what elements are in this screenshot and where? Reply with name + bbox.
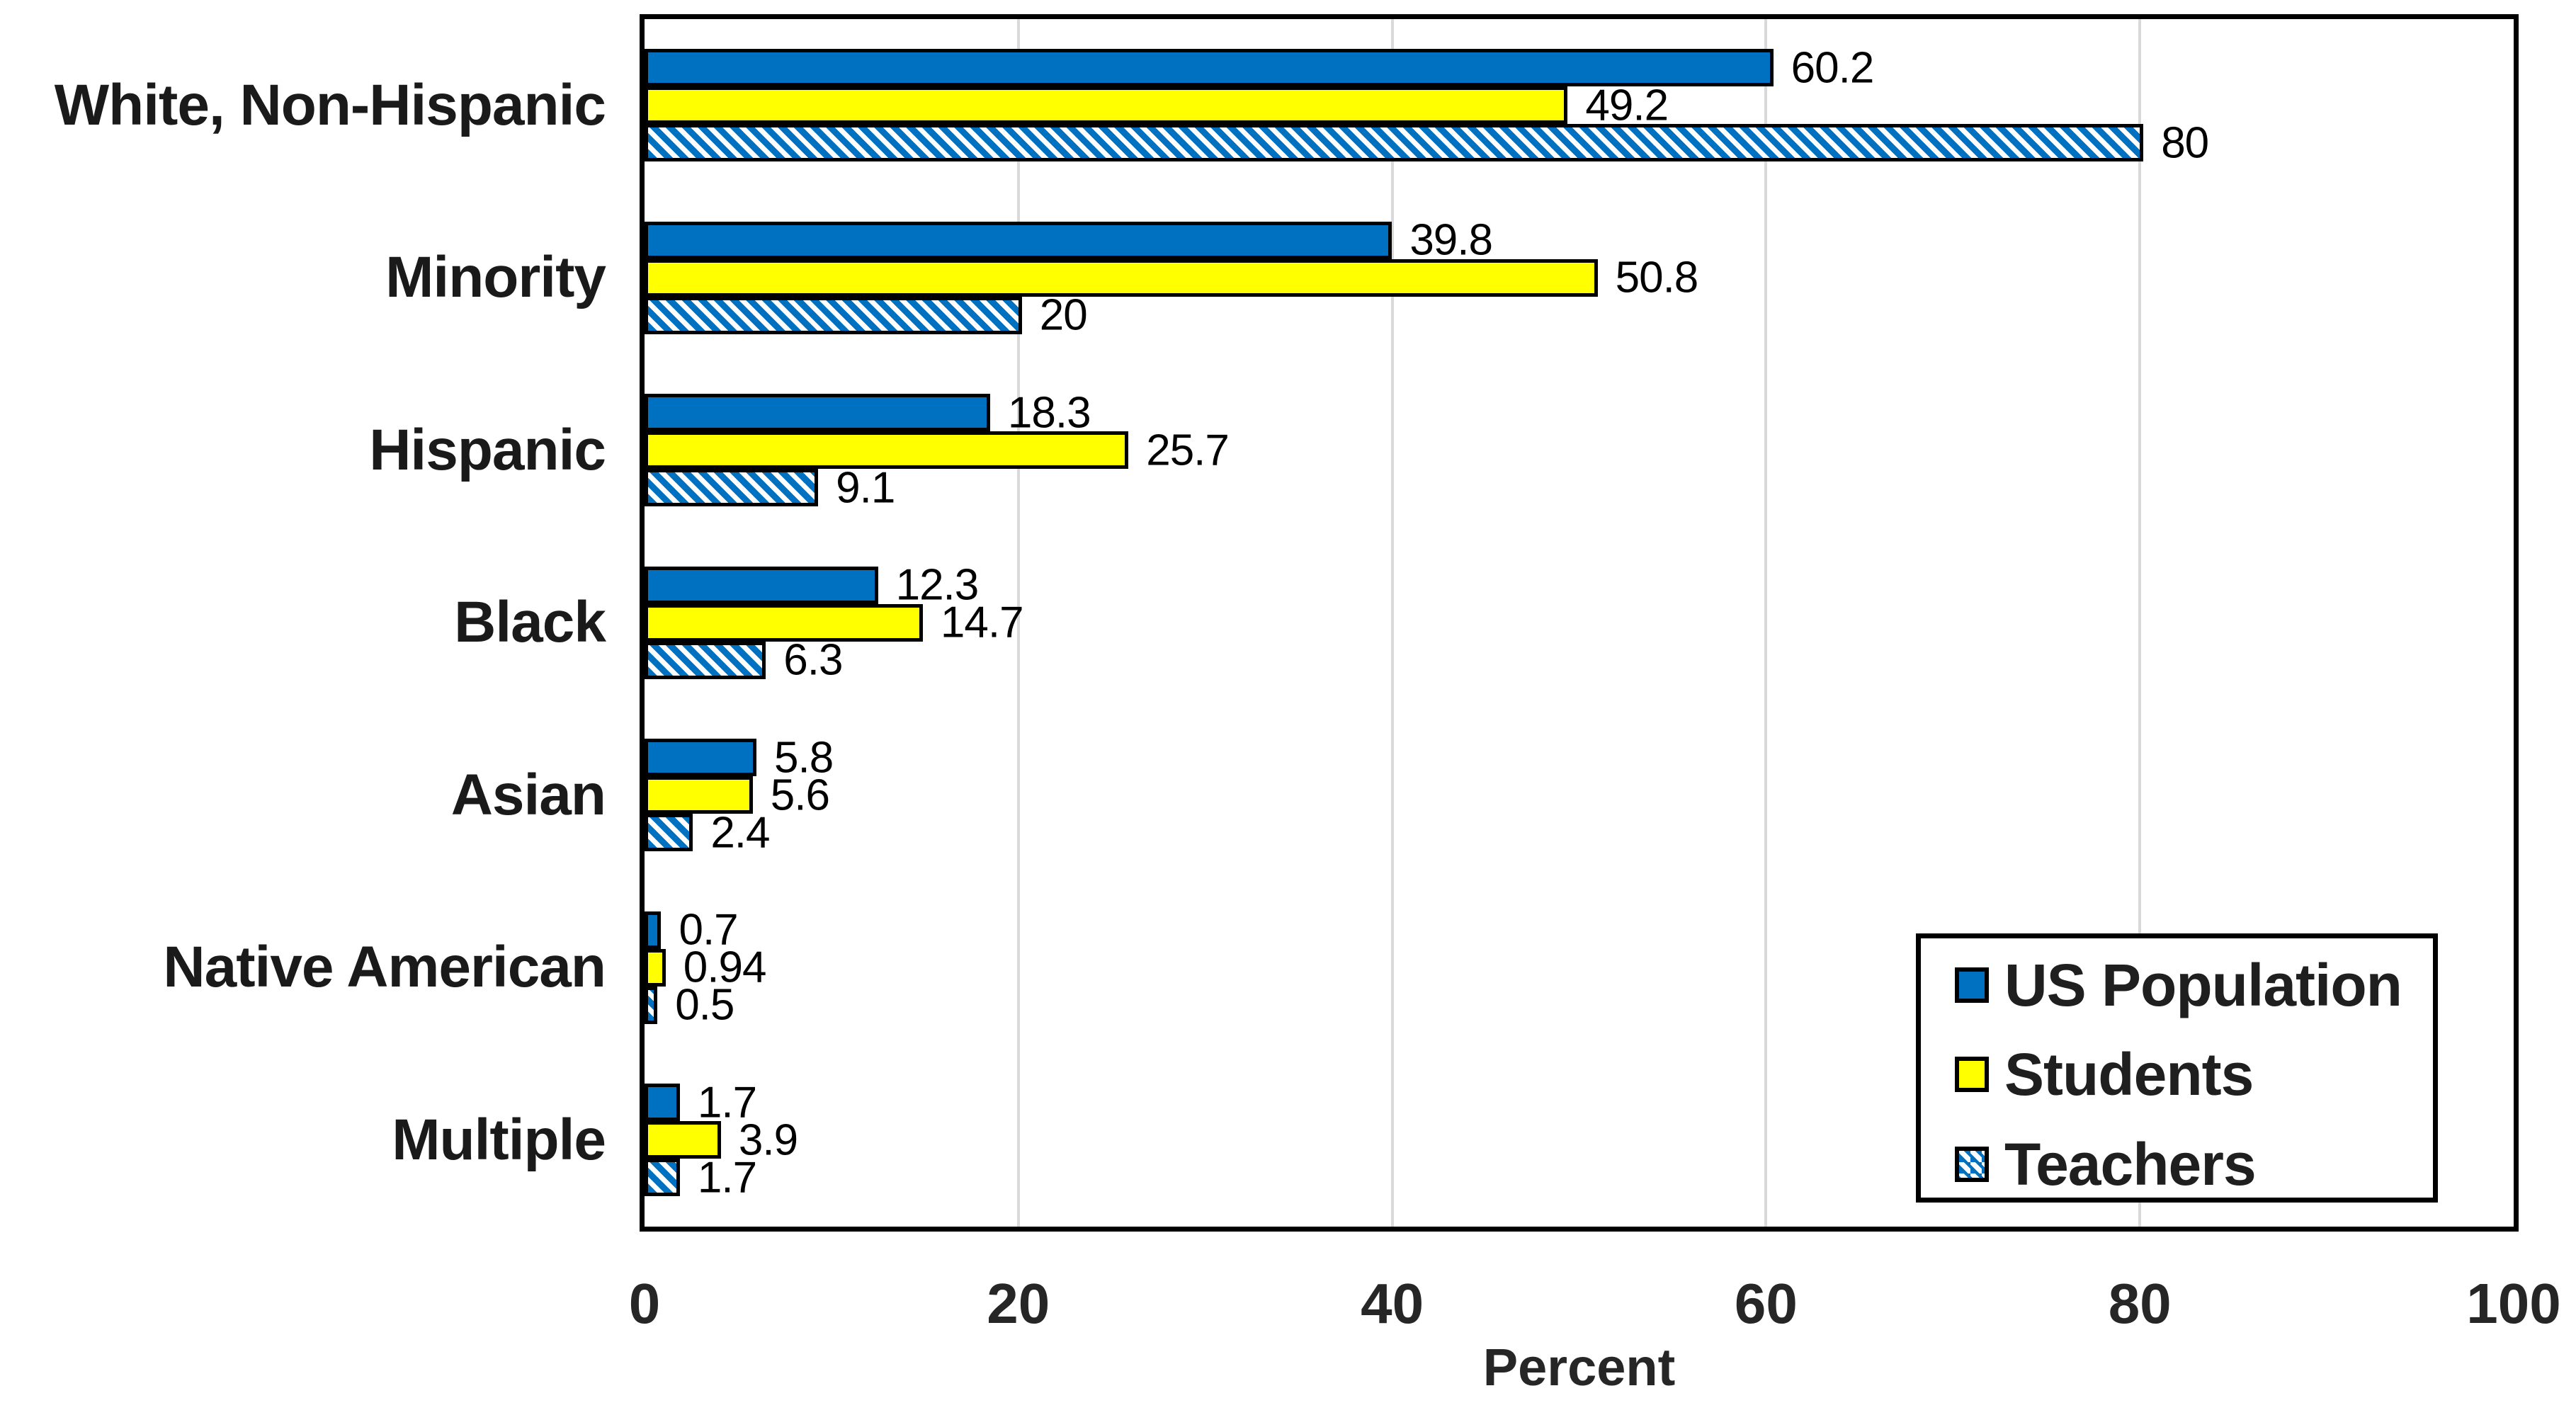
x-axis-title: Percent — [1482, 1338, 1676, 1397]
bar-teachers-hispanic — [645, 469, 819, 507]
bar-teachers-white-non-hispanic — [645, 124, 2144, 161]
value-label-teachers-multiple: 1.7 — [697, 1153, 757, 1203]
value-label-students-black: 14.7 — [940, 598, 1024, 647]
bar-teachers-native-american — [645, 986, 658, 1024]
bar-us-population-native-american — [645, 911, 662, 949]
legend-label-teachers: Teachers — [2004, 1130, 2257, 1198]
bar-us-population-hispanic — [645, 394, 990, 432]
legend-label-us-population: US Population — [2004, 951, 2402, 1018]
x-tick-40: 40 — [1361, 1272, 1424, 1335]
value-label-students-white-non-hispanic: 49.2 — [1585, 81, 1669, 130]
value-label-us-population-minority: 39.8 — [1409, 215, 1493, 265]
legend: US Population Students Teachers — [1916, 933, 2438, 1203]
bar-students-white-non-hispanic — [645, 86, 1568, 124]
bar-teachers-multiple — [645, 1159, 680, 1197]
legend-swatch-teachers — [1955, 1147, 1989, 1182]
x-tick-0: 0 — [628, 1272, 661, 1335]
value-label-students-hispanic: 25.7 — [1146, 426, 1230, 475]
bar-students-hispanic — [645, 431, 1129, 470]
legend-item-us-population: US Population — [1955, 946, 2402, 1024]
bar-students-multiple — [645, 1121, 721, 1159]
category-label-native-american: Native American — [163, 935, 606, 1000]
value-label-us-population-black: 12.3 — [895, 560, 980, 610]
bar-teachers-black — [645, 641, 766, 679]
value-label-students-native-american: 0.94 — [683, 943, 767, 992]
bar-students-minority — [645, 258, 1598, 297]
bar-teachers-asian — [645, 814, 693, 852]
legend-label-students: Students — [2004, 1040, 2254, 1108]
value-label-us-population-asian: 5.8 — [774, 733, 834, 783]
legend-swatch-us-population — [1955, 967, 1989, 1003]
category-label-minority: Minority — [385, 245, 606, 310]
category-label-hispanic: Hispanic — [369, 417, 606, 482]
value-label-teachers-minority: 20 — [1039, 290, 1088, 340]
bar-us-population-black — [645, 566, 878, 604]
value-label-us-population-hispanic: 18.3 — [1007, 388, 1091, 438]
bar-students-native-american — [645, 948, 666, 987]
category-label-multiple: Multiple — [392, 1107, 606, 1172]
x-tick-80: 80 — [2108, 1272, 2172, 1335]
bar-us-population-minority — [645, 221, 1392, 259]
bar-us-population-white-non-hispanic — [645, 49, 1774, 86]
value-label-us-population-native-american: 0.7 — [679, 905, 738, 955]
value-label-teachers-hispanic: 9.1 — [836, 463, 895, 513]
gridline-60 — [1764, 19, 1768, 1227]
category-label-asian: Asian — [450, 762, 606, 827]
gridline-40 — [1390, 19, 1394, 1227]
category-label-black: Black — [454, 590, 606, 655]
x-tick-20: 20 — [987, 1272, 1050, 1335]
bar-students-black — [645, 603, 923, 642]
category-label-white-non-hispanic: White, Non-Hispanic — [54, 72, 606, 137]
x-tick-60: 60 — [1734, 1272, 1798, 1335]
value-label-us-population-white-non-hispanic: 60.2 — [1791, 43, 1875, 92]
bar-us-population-multiple — [645, 1084, 680, 1122]
value-label-students-multiple: 3.9 — [738, 1115, 798, 1165]
plot-area-frame — [640, 14, 2519, 1232]
value-label-teachers-native-american: 0.5 — [675, 980, 734, 1030]
gridline-20 — [1016, 19, 1020, 1227]
value-label-teachers-asian: 2.4 — [710, 808, 770, 858]
bar-us-population-asian — [645, 739, 757, 777]
value-label-students-asian: 5.6 — [770, 771, 830, 820]
value-label-students-minority: 50.8 — [1615, 253, 1699, 302]
value-label-us-population-multiple: 1.7 — [697, 1078, 757, 1127]
legend-item-teachers: Teachers — [1955, 1125, 2257, 1203]
x-tick-100: 100 — [2466, 1272, 2561, 1335]
bar-teachers-minority — [645, 296, 1022, 334]
gridline-80 — [2138, 19, 2142, 1227]
value-label-teachers-white-non-hispanic: 80 — [2161, 118, 2209, 167]
value-label-teachers-black: 6.3 — [783, 635, 843, 685]
bar-students-asian — [645, 776, 753, 814]
legend-swatch-students — [1955, 1057, 1989, 1092]
legend-item-students: Students — [1955, 1035, 2254, 1113]
